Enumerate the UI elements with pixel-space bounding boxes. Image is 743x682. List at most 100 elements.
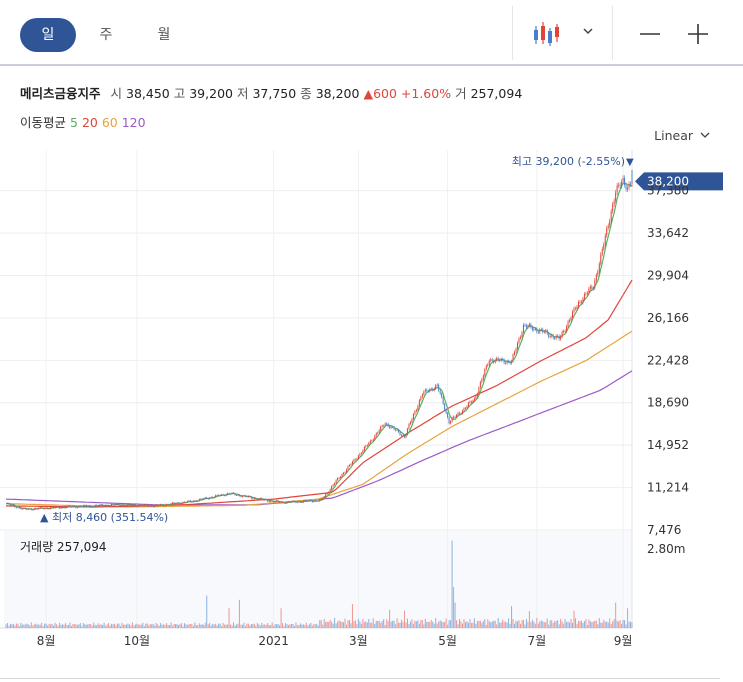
candle	[458, 412, 461, 414]
volume-bar	[628, 621, 630, 628]
x-tick-label: 8월	[37, 634, 56, 648]
candle	[195, 500, 197, 502]
volume-bar	[421, 620, 423, 628]
candle	[627, 187, 629, 190]
candle	[424, 389, 426, 392]
chart-type-dropdown[interactable]	[576, 20, 600, 44]
candle	[114, 504, 116, 506]
candle	[180, 503, 182, 505]
candle	[311, 500, 313, 502]
candle	[166, 504, 168, 506]
candle	[453, 416, 455, 418]
volume-bar	[627, 608, 629, 628]
volume-bar	[417, 620, 419, 628]
volume-bar	[227, 624, 229, 628]
candle	[343, 472, 345, 475]
volume-bar	[23, 624, 25, 628]
candle	[469, 401, 471, 403]
volume-bar	[393, 620, 395, 628]
candle	[283, 502, 285, 504]
volume-bar	[447, 624, 449, 628]
change-value: 600	[373, 86, 397, 101]
volume-bar	[387, 621, 389, 628]
volume-bar	[244, 626, 246, 628]
chart-type-button[interactable]	[528, 16, 568, 52]
volume-bar	[210, 625, 212, 628]
volume-bar	[188, 624, 190, 628]
candle	[561, 331, 563, 337]
candle	[338, 477, 340, 479]
candle	[543, 331, 545, 333]
volume-bar	[360, 623, 362, 628]
candle	[481, 379, 483, 383]
candle	[224, 495, 226, 496]
candle	[79, 506, 81, 507]
zoom-out-button[interactable]	[634, 18, 670, 50]
tab-weekly[interactable]: 주	[99, 27, 113, 43]
volume-bar	[157, 624, 159, 628]
volume-bar	[418, 623, 420, 628]
candle	[237, 494, 239, 496]
volume-bar	[603, 619, 605, 628]
scale-selector[interactable]: Linear	[654, 128, 711, 143]
volume-bar	[415, 621, 417, 628]
volume-bar	[514, 623, 516, 628]
volume-bar	[619, 620, 621, 628]
candle	[616, 185, 618, 193]
volume-bar	[539, 621, 541, 628]
zoom-in-button[interactable]	[682, 18, 718, 50]
candle	[583, 294, 585, 299]
volume-bar	[32, 625, 34, 628]
candle	[409, 422, 411, 425]
volume-bar	[133, 625, 135, 628]
candle	[429, 389, 431, 392]
candle	[81, 506, 83, 508]
candle	[216, 495, 218, 496]
candle	[39, 507, 41, 509]
candle	[264, 499, 266, 501]
volume-bar	[570, 618, 572, 628]
candle	[247, 496, 249, 498]
candle	[235, 494, 237, 496]
candle	[88, 505, 90, 507]
volume-bar	[445, 618, 447, 628]
candle	[356, 458, 358, 460]
volume-bar	[117, 623, 119, 628]
volume-bar	[551, 620, 553, 628]
volume-bar	[482, 621, 484, 628]
tab-monthly[interactable]: 월	[157, 27, 171, 43]
candle	[335, 479, 337, 484]
candle	[24, 508, 26, 509]
volume-bar	[109, 625, 111, 628]
candle	[618, 184, 620, 186]
candle	[470, 401, 472, 403]
candle	[206, 497, 208, 499]
tab-daily[interactable]: 일	[20, 18, 76, 52]
candle	[493, 360, 495, 363]
volume-bar	[105, 625, 107, 628]
volume-bar	[21, 624, 23, 628]
candle	[143, 504, 145, 506]
volume-bar	[326, 621, 328, 628]
candle	[44, 508, 46, 510]
volume-bar	[246, 623, 248, 628]
candle	[375, 433, 377, 436]
volume-bar	[314, 624, 316, 628]
volume-bar	[151, 624, 153, 628]
candle	[442, 397, 444, 404]
candle	[398, 429, 400, 432]
candle	[512, 354, 514, 362]
volume-bar	[36, 624, 38, 628]
volume-bar	[597, 624, 599, 628]
price-summary: 메리츠금융지주 시 38,450 고 39,200 저 37,750 종 38,…	[20, 83, 522, 102]
close-value: 38,200	[315, 86, 360, 101]
volume-bar	[545, 622, 547, 628]
volume-bar	[194, 622, 196, 628]
volume-bar	[97, 623, 99, 628]
candle	[564, 330, 566, 332]
candle	[42, 508, 44, 509]
candle	[302, 500, 304, 503]
volume-bar	[438, 621, 440, 628]
volume-bar	[255, 625, 257, 628]
volume-bar	[6, 622, 9, 628]
